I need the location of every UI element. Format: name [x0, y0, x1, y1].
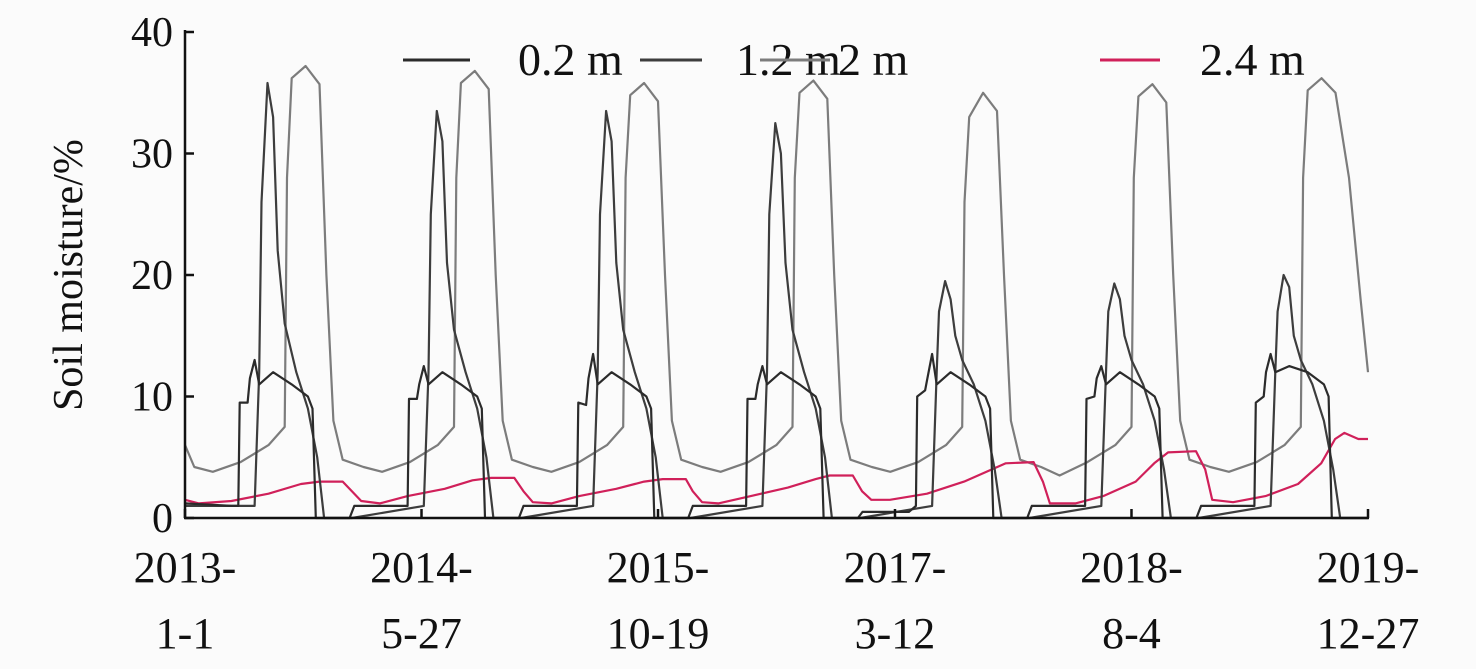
x-tick-label-line2: 12-27 — [1317, 609, 1420, 658]
x-tick-label-line2: 10-19 — [607, 609, 710, 658]
x-tick-label-line2: 8-4 — [1102, 609, 1161, 658]
x-tick-label-line2: 5-27 — [381, 609, 462, 658]
x-tick-label-line2: 1-1 — [156, 609, 215, 658]
series-line-2-4-m — [184, 431, 1368, 505]
y-tick-label: 0 — [152, 496, 173, 542]
series-layer — [183, 64, 1370, 520]
x-tick-label-line1: 2018- — [1080, 543, 1183, 592]
x-tick-label-line1: 2014- — [370, 543, 473, 592]
x-tick-label-line1: 2019- — [1317, 543, 1420, 592]
legend-label: 0.2 m — [518, 34, 623, 85]
y-tick-label: 40 — [131, 10, 173, 56]
series-line-1-2-m — [185, 81, 1368, 520]
legend-label: 2 m — [838, 34, 909, 85]
y-tick-label: 20 — [131, 253, 173, 299]
series-line-0-2-m — [184, 352, 1368, 520]
x-tick-label-line1: 2015- — [607, 543, 710, 592]
y-tick-label: 10 — [131, 375, 173, 421]
series-line-2-m — [183, 64, 1370, 477]
legend-label: 2.4 m — [1200, 34, 1305, 85]
x-tick-label-line1: 2013- — [134, 543, 237, 592]
y-axis-label: Soil moisture/% — [46, 139, 92, 411]
legend: 0.2 m 1.2 m2 m 2.4 m — [403, 34, 1305, 85]
ticks: 0 10 20 30 40 2013- 1-1 2014- 5-27 2015- 10-19 2017… — [131, 10, 1419, 658]
x-tick-label-line1: 2017- — [844, 543, 947, 592]
y-tick-label: 30 — [131, 132, 173, 178]
x-tick-label-line2: 3-12 — [855, 609, 936, 658]
